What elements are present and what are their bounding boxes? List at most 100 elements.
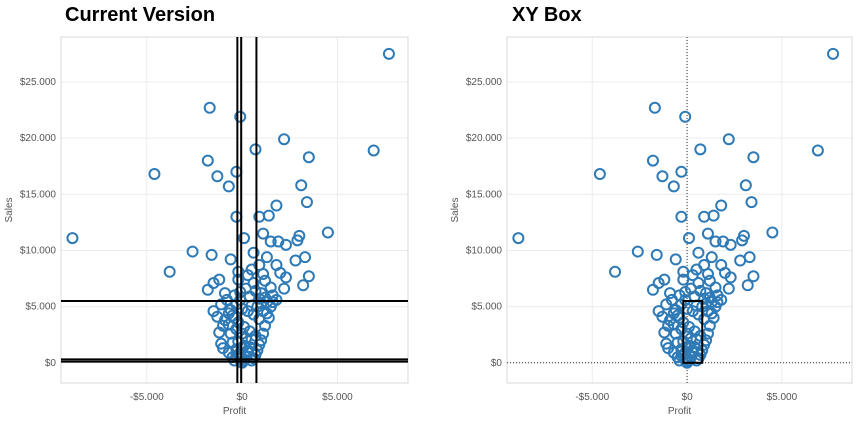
data-point: [148, 168, 161, 181]
data-point: [686, 344, 699, 357]
x-tick-label: $0: [682, 392, 694, 403]
data-point: [701, 227, 714, 240]
y-tick-label: $20.000: [20, 133, 57, 144]
data-point: [278, 282, 291, 295]
data-point: [711, 296, 724, 309]
data-point: [827, 47, 840, 60]
x-tick-label: -$5.000: [575, 392, 609, 403]
chart-panel-1: $0 $5.000 $10.000 $15.000 $20.000 $25.000 -$5.…: [450, 36, 853, 417]
data-point: [747, 151, 760, 164]
data-point: [705, 307, 718, 320]
data-point: [692, 246, 705, 259]
data-point: [711, 289, 724, 302]
data-point: [734, 254, 747, 267]
data-point: [302, 270, 315, 283]
data-point: [686, 269, 699, 282]
data-point: [257, 327, 270, 340]
data-point: [646, 154, 659, 167]
y-tick-label: $0: [45, 358, 57, 369]
data-point: [257, 227, 270, 240]
data-point: [667, 307, 680, 320]
y-tick-label: $15.000: [466, 189, 503, 200]
data-point: [722, 282, 735, 295]
data-point: [238, 232, 251, 245]
data-point: [163, 265, 176, 278]
data-point: [260, 307, 273, 320]
data-point: [222, 307, 235, 320]
data-point: [247, 246, 260, 259]
y-tick-label: $25.000: [466, 77, 503, 88]
data-point: [745, 196, 758, 209]
data-point: [247, 277, 260, 290]
data-point: [656, 170, 669, 183]
data-point: [213, 326, 226, 339]
data-point: [382, 47, 395, 60]
y-tick-label: $20.000: [466, 133, 503, 144]
data-point: [675, 210, 688, 223]
data-point: [266, 296, 279, 309]
data-point: [593, 168, 606, 181]
data-point: [203, 101, 216, 114]
data-point: [724, 271, 737, 284]
data-point: [295, 179, 308, 192]
data-point: [279, 238, 292, 251]
data-point: [741, 279, 754, 292]
xy-box: [682, 299, 704, 364]
data-point: [669, 253, 682, 266]
x-tick-label: $5.000: [322, 392, 353, 403]
data-point: [705, 251, 718, 264]
chart-title-current-version: Current Version: [65, 4, 216, 26]
data-point: [186, 245, 199, 258]
data-point: [321, 226, 334, 239]
plot-frame: [60, 36, 409, 384]
data-point: [260, 251, 273, 264]
plot-frame: [506, 36, 853, 384]
x-tick-label: $5.000: [767, 392, 798, 403]
data-point: [66, 232, 79, 245]
y-tick-label: $25.000: [20, 77, 57, 88]
y-tick-label: $10.000: [20, 245, 57, 256]
data-point: [811, 144, 824, 157]
data-point: [302, 151, 315, 164]
data-point: [677, 273, 690, 286]
data-point: [724, 238, 737, 251]
data-point: [646, 283, 659, 296]
chart-title-xy-box: XY Box: [512, 4, 582, 26]
y-axis-label: Sales: [450, 197, 461, 222]
chart-panel-0: $0 $5.000 $10.000 $15.000 $20.000 $25.000 -$5.…: [4, 36, 409, 417]
y-tick-label: $15.000: [20, 189, 57, 200]
data-point: [241, 269, 254, 282]
data-point: [707, 209, 720, 222]
data-point: [658, 326, 671, 339]
x-tick-label: $0: [237, 392, 249, 403]
data-point: [259, 274, 272, 287]
data-point: [270, 199, 283, 212]
data-point: [664, 287, 677, 300]
data-point: [609, 265, 622, 278]
data-point: [681, 342, 694, 355]
data-point: [667, 180, 680, 193]
data-point: [747, 270, 760, 283]
data-point: [675, 350, 688, 363]
x-tick-label: -$5.000: [130, 392, 164, 403]
data-point: [279, 271, 292, 284]
x-axis-label: Profit: [223, 406, 247, 417]
data-point: [739, 179, 752, 192]
data-point: [631, 245, 644, 258]
data-point: [222, 180, 235, 193]
data-point: [766, 226, 779, 239]
data-point: [650, 248, 663, 261]
data-point: [205, 248, 218, 261]
data-point: [289, 254, 302, 267]
data-point: [694, 143, 707, 156]
y-axis-label: Sales: [4, 197, 15, 222]
data-point: [701, 268, 714, 281]
y-tick-label: $10.000: [466, 245, 503, 256]
data-point: [241, 344, 254, 357]
data-point: [224, 253, 237, 266]
y-tick-label: $5.000: [25, 302, 56, 313]
data-point: [709, 235, 722, 248]
data-point: [692, 277, 705, 290]
data-point: [679, 110, 692, 123]
data-point: [698, 210, 711, 223]
